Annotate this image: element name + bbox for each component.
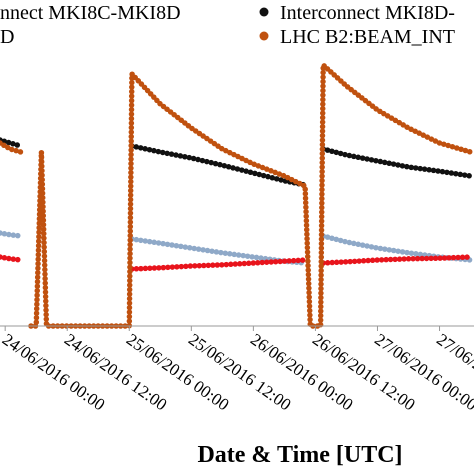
legend-label: nnect MKI8C-MKI8D [0, 2, 181, 24]
legend-marker [259, 31, 269, 41]
legend-label: D [0, 26, 14, 48]
legend-marker [259, 7, 269, 17]
series-line [129, 143, 308, 188]
series-line [320, 146, 474, 179]
legend-label: LHC B2:BEAM_INT [280, 26, 455, 48]
series-line [320, 254, 474, 266]
series-line [129, 257, 308, 272]
series-line [0, 254, 24, 263]
x-axis-title: Date & Time [UTC] [197, 442, 402, 468]
series-line [0, 137, 24, 149]
legend-label: Interconnect MKI8D- [280, 2, 455, 24]
series-line [0, 230, 24, 239]
series-line [0, 140, 24, 155]
